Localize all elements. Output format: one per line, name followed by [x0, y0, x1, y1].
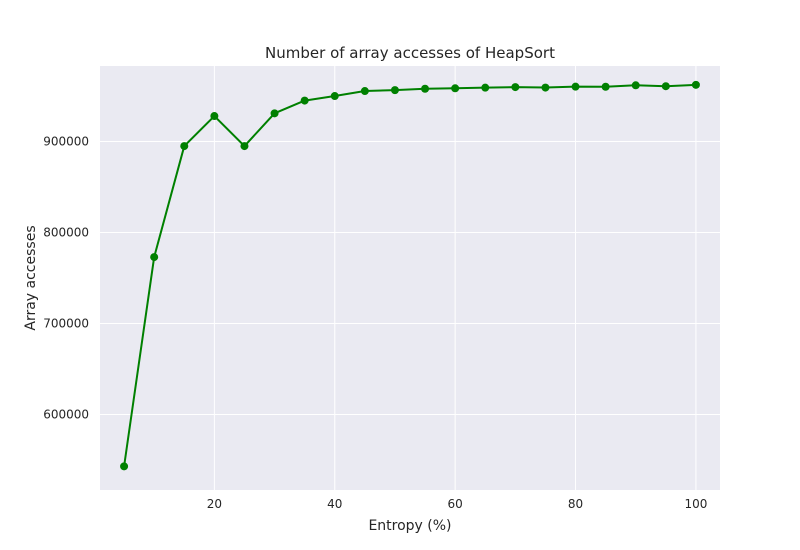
series-line	[123, 83, 696, 467]
data-point	[240, 142, 249, 151]
data-point	[150, 253, 159, 262]
data-point	[210, 112, 219, 121]
x-tick-label: 60	[448, 497, 463, 511]
data-point	[571, 82, 580, 91]
data-point	[270, 109, 279, 118]
data-point	[481, 83, 490, 92]
x-axis-label: Entropy (%)	[368, 518, 451, 534]
grid	[100, 66, 720, 490]
y-axis-label: Array accesses	[23, 225, 39, 330]
data-point	[661, 82, 670, 91]
x-tick-label: 20	[207, 497, 222, 511]
data-point	[541, 83, 550, 92]
y-tick-label: 900000	[43, 135, 89, 149]
data-point	[631, 81, 640, 90]
data-point	[330, 92, 339, 101]
data-point	[691, 80, 700, 89]
data-point	[120, 462, 129, 471]
chart-title: Number of array accesses of HeapSort	[265, 44, 555, 62]
data-point	[451, 84, 460, 93]
data-point	[360, 87, 369, 96]
data-point	[300, 96, 309, 105]
tick-labels: 20 40 60 80 100 600000 700000 800000 900000	[43, 135, 707, 511]
data-point	[390, 86, 399, 95]
x-tick-label: 100	[684, 497, 707, 511]
plot-area	[100, 66, 720, 490]
x-tick-label: 80	[568, 497, 583, 511]
y-tick-label: 700000	[43, 316, 89, 330]
data-point	[180, 142, 189, 151]
data-point	[601, 82, 610, 91]
y-tick-label: 800000	[43, 226, 89, 240]
data-point	[511, 83, 520, 92]
data-point	[421, 84, 430, 93]
x-tick-label: 40	[327, 497, 342, 511]
y-tick-label: 600000	[43, 407, 89, 421]
series-layer	[120, 80, 700, 471]
